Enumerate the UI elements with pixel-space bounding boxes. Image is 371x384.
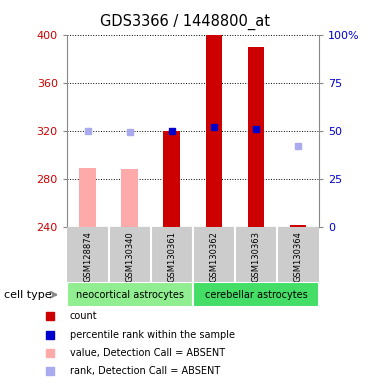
Bar bbox=[79, 168, 96, 227]
Text: GSM130362: GSM130362 bbox=[210, 231, 219, 282]
Bar bbox=[121, 169, 138, 227]
Bar bbox=[193, 282, 319, 307]
Text: cerebellar astrocytes: cerebellar astrocytes bbox=[205, 290, 307, 300]
Text: GSM130340: GSM130340 bbox=[125, 231, 134, 282]
Bar bbox=[206, 35, 222, 227]
Text: GSM130363: GSM130363 bbox=[252, 231, 260, 282]
Text: cell type: cell type bbox=[4, 290, 51, 300]
Text: value, Detection Call = ABSENT: value, Detection Call = ABSENT bbox=[70, 348, 225, 358]
Text: GDS3366 / 1448800_at: GDS3366 / 1448800_at bbox=[101, 13, 270, 30]
Bar bbox=[247, 46, 265, 227]
Text: GSM128874: GSM128874 bbox=[83, 231, 92, 282]
Text: GSM130361: GSM130361 bbox=[167, 231, 176, 282]
Bar bbox=[290, 225, 306, 227]
Text: count: count bbox=[70, 311, 97, 321]
Text: neocortical astrocytes: neocortical astrocytes bbox=[76, 290, 184, 300]
Text: rank, Detection Call = ABSENT: rank, Detection Call = ABSENT bbox=[70, 366, 220, 376]
Text: GSM130364: GSM130364 bbox=[293, 231, 302, 282]
Text: percentile rank within the sample: percentile rank within the sample bbox=[70, 329, 235, 339]
Bar bbox=[67, 282, 193, 307]
Bar bbox=[164, 131, 180, 227]
